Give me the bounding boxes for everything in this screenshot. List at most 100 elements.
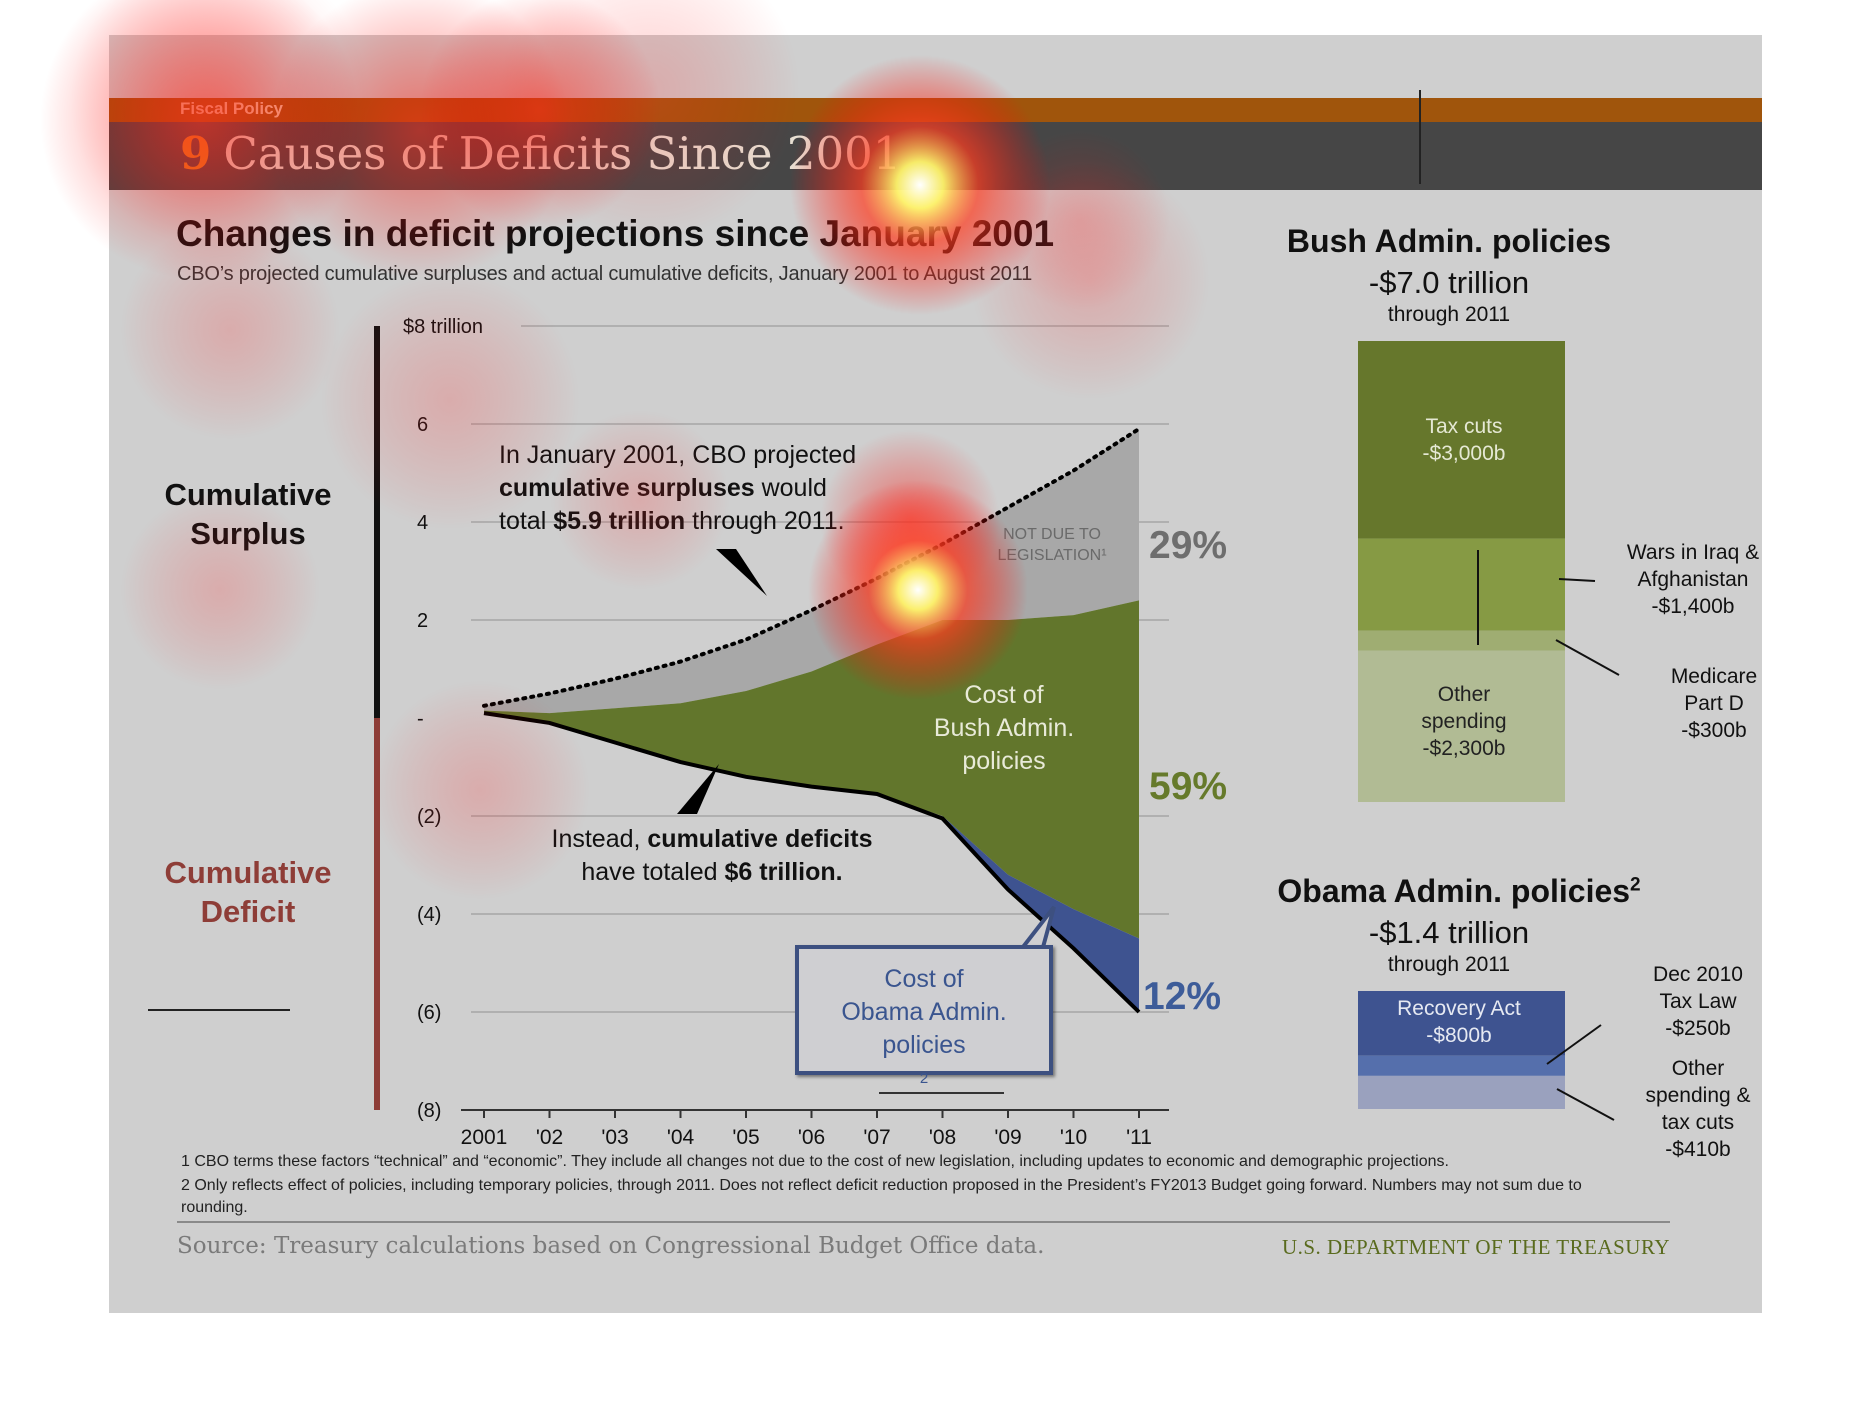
medicare-leader-line: [1555, 639, 1620, 676]
bush-cost-area-label: Cost of Bush Admin. policies: [909, 679, 1099, 778]
y-tick-label: -: [417, 708, 424, 730]
footer-rule: [177, 1221, 1670, 1223]
annotation-text: have totaled: [581, 858, 725, 886]
tax-cuts-segment-label: Tax cuts -$3,000b: [1359, 413, 1569, 467]
x-tick-label: '11: [1126, 1126, 1152, 1149]
annotation-line: total $5.9 trillion through 2011.: [499, 505, 949, 538]
bush-bar-segment-4: [1358, 650, 1565, 802]
bush-bar-segment-2: [1358, 538, 1565, 631]
annotation-line: cumulative surpluses would: [499, 472, 949, 505]
note-line: -$1,400b: [1651, 595, 1735, 618]
annotation-text: through 2011.: [685, 507, 845, 535]
segment-label-line: spending: [1421, 710, 1507, 733]
obama-cost-callout: Cost of Obama Admin. policies 2: [795, 945, 1053, 1087]
other-spending-leader-line: [1556, 1088, 1615, 1121]
x-tick-label: '09: [994, 1126, 1021, 1149]
y-tick-label: 6: [417, 414, 428, 436]
segment-label-line: Other: [1437, 683, 1491, 706]
wars-leader-line: [1558, 578, 1596, 582]
segment-label-line: -$800b: [1426, 1024, 1492, 1047]
obama-panel-title-text: Obama Admin. policies: [1277, 873, 1631, 909]
obama-panel-through: through 2011: [1387, 953, 1511, 976]
bush-panel-through: through 2011: [1387, 303, 1511, 326]
other-spending-tax-cuts-callout-label: Other spending & tax cuts -$410b: [1613, 1055, 1762, 1163]
footnote-2: 2 Only reflects effect of policies, incl…: [181, 1177, 1582, 1216]
y-tick-label: 4: [417, 512, 428, 534]
not-due-to-legislation-label: NOT DUE TO LEGISLATION¹: [967, 524, 1137, 566]
annotation-line: have totaled $6 trillion.: [497, 856, 927, 889]
note-line: Tax Law: [1659, 990, 1737, 1013]
x-tick-label: '03: [601, 1126, 628, 1149]
cumulative-surplus-label: Cumulative Surplus: [164, 477, 332, 551]
obama-percent: 12%: [1143, 975, 1222, 1018]
x-tick-label: '04: [667, 1126, 695, 1149]
obama-bar-segment-3: [1358, 1075, 1565, 1109]
callout-line: Obama Admin.: [841, 998, 1007, 1026]
header-divider: [1419, 90, 1421, 184]
annotation-text: total: [499, 507, 554, 535]
x-tick-label: 2001: [461, 1126, 508, 1149]
note-line: Medicare: [1670, 665, 1758, 688]
note-line: spending &: [1645, 1084, 1751, 1107]
annotation-text: Instead,: [551, 825, 648, 853]
region-label-line: Cost of: [964, 681, 1044, 709]
cumulative-deficit-label: Cumulative Deficit: [164, 855, 332, 929]
obama-panel-title: Obama Admin. policies2: [1249, 873, 1669, 910]
tax-law-leader-line: [1546, 1024, 1602, 1065]
bush-panel-title: Bush Admin. policies: [1286, 223, 1612, 259]
obama-bar-segment-1: [1358, 991, 1565, 1056]
segment-label-line: -$2,300b: [1422, 737, 1506, 760]
y-tick-label: (6): [417, 1002, 441, 1024]
note-line: Part D: [1684, 692, 1744, 715]
y-tick-label: 2: [417, 610, 428, 632]
bush-panel-total: -$7.0 trillion: [1368, 265, 1530, 300]
not-due-percent: 29%: [1149, 524, 1228, 567]
footnote-marker: 2: [919, 1070, 929, 1087]
region-label-line: Bush Admin.: [933, 714, 1075, 742]
x-tick-label: '07: [863, 1126, 890, 1149]
recovery-act-segment-label: Recovery Act -$800b: [1359, 995, 1559, 1049]
y-tick-label: (2): [417, 806, 441, 828]
actual-deficit-annotation: Instead, cumulative deficits have totale…: [497, 823, 927, 889]
stray-rule: [148, 1009, 290, 1011]
tax-law-callout-label: Dec 2010 Tax Law -$250b: [1613, 961, 1762, 1042]
wars-callout-label: Wars in Iraq & Afghanistan -$1,400b: [1583, 539, 1762, 620]
note-line: -$300b: [1681, 719, 1747, 742]
region-label-line: LEGISLATION¹: [997, 547, 1107, 564]
agency-name: U.S. DEPARTMENT OF THE TREASURY: [1281, 1235, 1670, 1259]
note-line: -$250b: [1665, 1017, 1731, 1040]
note-line: -$410b: [1665, 1138, 1731, 1161]
actual-cumulative-deficit-line: [483, 711, 1141, 1014]
region-label-line: policies: [962, 747, 1046, 775]
note-line: Dec 2010: [1653, 963, 1743, 986]
note-line: Afghanistan: [1637, 568, 1749, 591]
bush-percent: 59%: [1149, 765, 1228, 808]
segment-label-line: Recovery Act: [1397, 997, 1521, 1020]
x-tick-label: '05: [732, 1126, 759, 1149]
annotation-line: In January 2001, CBO projected: [499, 441, 857, 469]
annotation-bold: $6 trillion.: [724, 858, 843, 886]
obama-panel-total: -$1.4 trillion: [1368, 915, 1530, 950]
region-label-line: NOT DUE TO: [1003, 526, 1101, 543]
y-tick-label: (4): [417, 904, 441, 926]
deficit-annotation-pointer: [677, 764, 719, 814]
segment-label-line: -$3,000b: [1422, 442, 1506, 465]
note-line: Wars in Iraq &: [1626, 541, 1760, 564]
medicare-callout-label: Medicare Part D -$300b: [1619, 663, 1762, 744]
y-tick-label: $8 trillion: [403, 316, 483, 338]
footnote-1: 1 CBO terms these factors “technical” an…: [181, 1153, 1449, 1170]
annotation-text: would: [754, 474, 827, 502]
obama-bar-segment-2: [1358, 1055, 1565, 1076]
segment-label-line: Tax cuts: [1425, 415, 1503, 438]
note-line: Other: [1671, 1057, 1725, 1080]
other-spending-segment-label: Other spending -$2,300b: [1359, 681, 1569, 762]
bush-bar-segment-3: [1358, 630, 1565, 651]
callout-text: policies: [882, 1031, 966, 1059]
source-line: Source: Treasury calculations based on C…: [177, 1233, 1045, 1259]
annotation-line: Instead, cumulative deficits: [497, 823, 927, 856]
annotation-bold: $5.9 trillion: [553, 507, 686, 535]
x-tick-label: '10: [1060, 1126, 1087, 1149]
surplus-annotation-pointer: [716, 549, 767, 596]
annotation-bold: cumulative surpluses: [499, 474, 755, 502]
x-tick-label: '06: [798, 1126, 825, 1149]
